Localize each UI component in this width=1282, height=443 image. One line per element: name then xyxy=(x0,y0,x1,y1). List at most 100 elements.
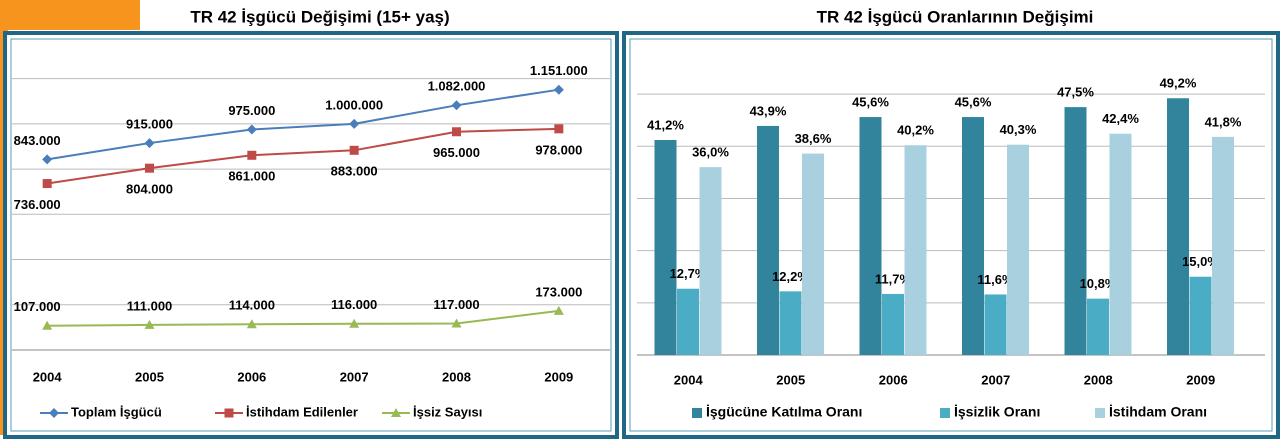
data-label: 45,6% xyxy=(852,94,889,109)
marker xyxy=(553,305,564,315)
marker xyxy=(42,154,53,165)
legend-swatch xyxy=(940,408,950,418)
marker xyxy=(42,179,52,189)
data-label: 1.000.000 xyxy=(325,97,383,112)
marker xyxy=(553,84,564,95)
marker xyxy=(49,408,59,418)
data-label: 915.000 xyxy=(126,117,173,132)
marker xyxy=(42,320,53,330)
x-tick-label: 2006 xyxy=(879,372,908,387)
legend-label: İşsizlik Oranı xyxy=(954,404,1040,420)
right-panel-inner xyxy=(629,38,1273,432)
bar xyxy=(677,288,699,355)
data-label: 38,6% xyxy=(795,131,832,146)
data-label: 861.000 xyxy=(228,169,275,184)
x-tick-label: 2009 xyxy=(544,369,573,384)
x-tick-label: 2005 xyxy=(776,372,805,387)
marker xyxy=(349,118,360,129)
bar xyxy=(757,125,779,356)
data-label: 10,8% xyxy=(1080,276,1117,291)
marker xyxy=(451,318,462,328)
data-label: 1.151.000 xyxy=(530,63,588,78)
bar xyxy=(1189,276,1212,355)
bar xyxy=(1212,136,1234,355)
x-tick-label: 2008 xyxy=(1084,372,1113,387)
data-label: 45,6% xyxy=(955,94,992,109)
marker xyxy=(554,124,564,134)
data-label: 40,2% xyxy=(897,123,934,138)
data-label: 41,2% xyxy=(647,117,684,132)
x-tick-label: 2009 xyxy=(1186,372,1215,387)
data-label: 843.000 xyxy=(14,133,61,148)
bar xyxy=(962,117,984,356)
data-label: 49,2% xyxy=(1160,76,1197,91)
bar xyxy=(1167,98,1189,356)
bar xyxy=(654,140,677,355)
data-label: 117.000 xyxy=(433,297,479,312)
marker xyxy=(144,319,155,329)
marker xyxy=(144,138,155,149)
bar xyxy=(779,291,802,355)
data-label: 41,8% xyxy=(1205,114,1242,129)
marker xyxy=(349,318,360,328)
marker xyxy=(145,163,154,173)
x-tick-label: 2005 xyxy=(135,369,164,384)
data-label: 975.000 xyxy=(228,103,275,118)
bar xyxy=(1109,133,1132,355)
data-label: 883.000 xyxy=(331,164,378,179)
series-line xyxy=(47,127,559,185)
data-label: 36,0% xyxy=(692,145,729,160)
data-label: 15,0% xyxy=(1182,254,1219,269)
marker xyxy=(247,150,257,160)
bar xyxy=(904,145,927,355)
legend-label: İşsiz Sayısı xyxy=(413,404,482,419)
marker xyxy=(224,408,234,418)
marker xyxy=(452,127,461,137)
data-label: 116.000 xyxy=(331,297,377,312)
bar xyxy=(984,294,1007,355)
data-label: 12,7% xyxy=(670,266,707,281)
data-label: 40,3% xyxy=(1000,122,1037,137)
legend-label: Toplam İşgücü xyxy=(71,404,162,419)
x-tick-label: 2008 xyxy=(442,369,471,384)
data-label: 965.000 xyxy=(433,145,480,160)
data-label: 1.082.000 xyxy=(428,79,486,94)
corner-accent xyxy=(0,0,140,30)
data-label: 11,7% xyxy=(875,271,912,286)
marker xyxy=(451,100,462,111)
x-tick-label: 2007 xyxy=(340,369,369,384)
data-label: 12,2% xyxy=(772,269,809,284)
legend-swatch xyxy=(692,408,702,418)
legend-label: İşgücüne Katılma Oranı xyxy=(706,404,862,420)
data-label: 736.000 xyxy=(14,197,61,212)
bar xyxy=(882,293,904,355)
marker xyxy=(391,408,401,417)
marker xyxy=(246,124,257,135)
x-tick-label: 2006 xyxy=(237,369,266,384)
legend-label: İstihdam Oranı xyxy=(1109,404,1207,420)
bar xyxy=(802,153,824,355)
x-tick-label: 2004 xyxy=(674,372,704,387)
marker xyxy=(246,319,257,329)
left-panel-inner xyxy=(10,38,612,432)
data-label: 111.000 xyxy=(127,298,173,313)
chart-title: TR 42 İşgücü Oranlarının Değişimi xyxy=(817,7,1094,26)
data-label: 42,4% xyxy=(1102,111,1139,126)
series-line xyxy=(47,88,559,161)
bar xyxy=(699,167,722,355)
data-label: 107.000 xyxy=(14,299,61,314)
series-line xyxy=(47,309,559,327)
x-tick-label: 2004 xyxy=(33,369,63,384)
legend-swatch xyxy=(1095,408,1105,418)
bar xyxy=(1007,144,1029,355)
bar xyxy=(859,117,882,356)
data-label: 114.000 xyxy=(229,298,275,313)
data-label: 11,6% xyxy=(977,272,1014,287)
marker xyxy=(349,145,359,155)
data-label: 804.000 xyxy=(126,182,173,197)
data-label: 47,5% xyxy=(1057,85,1094,100)
bar xyxy=(1087,298,1109,355)
data-label: 173.000 xyxy=(535,284,582,299)
bar xyxy=(1064,107,1087,356)
